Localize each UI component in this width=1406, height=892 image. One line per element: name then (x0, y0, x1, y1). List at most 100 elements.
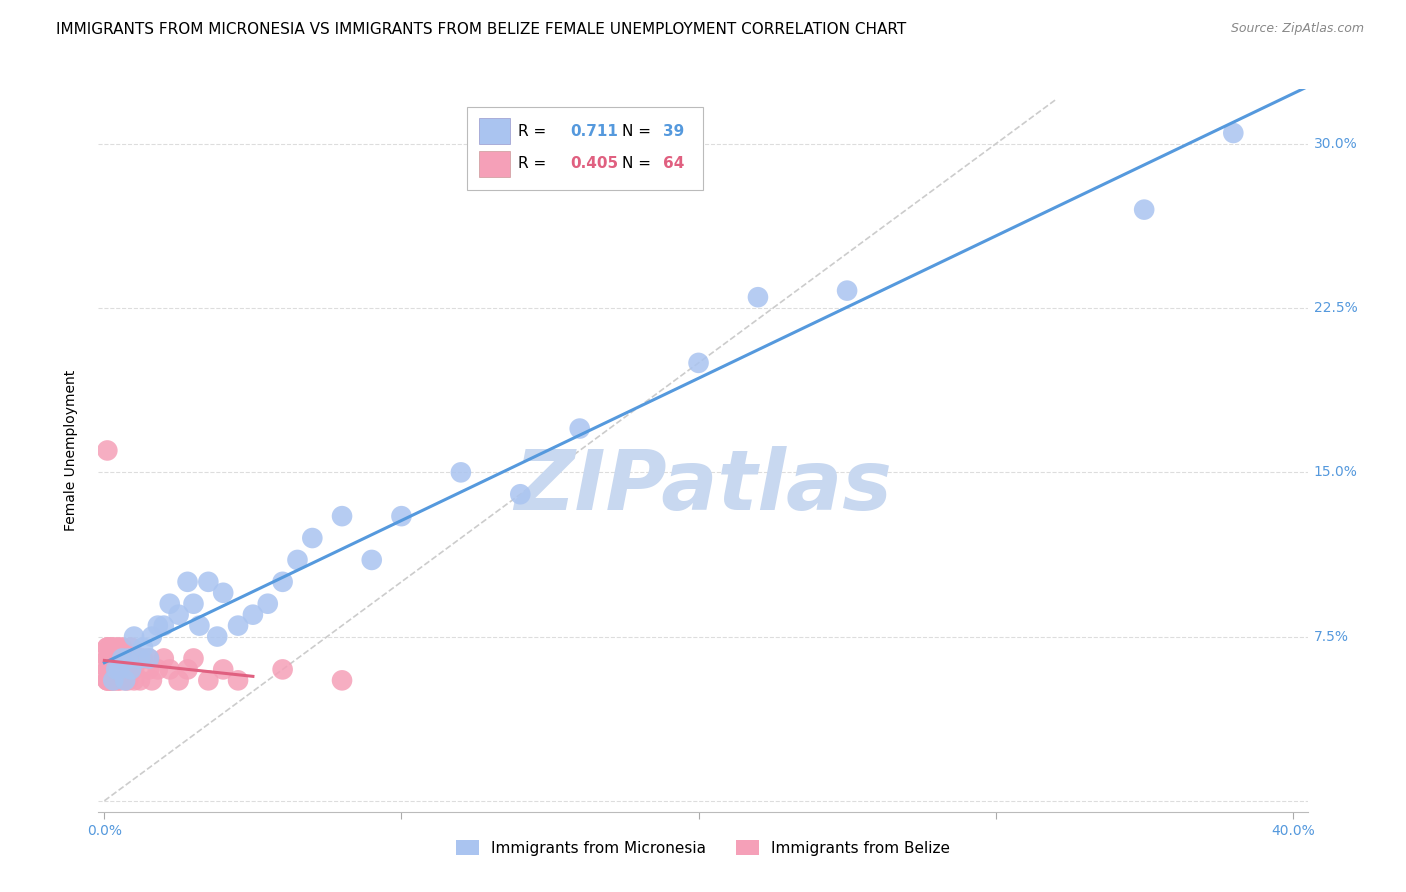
Point (226, 673, 249, 688)
Point (98, 673, 121, 688)
FancyBboxPatch shape (467, 107, 703, 190)
Point (159, 597, 181, 611)
Point (96, 651, 118, 665)
Point (96, 651, 118, 665)
Point (391, 509, 413, 524)
Text: 7.5%: 7.5% (1313, 630, 1348, 643)
Point (167, 607, 190, 622)
Point (108, 640, 131, 655)
Point (141, 630, 163, 644)
Point (98, 662, 121, 676)
Point (122, 662, 145, 676)
Text: 0.711: 0.711 (569, 124, 617, 138)
Legend: Immigrants from Micronesia, Immigrants from Belize: Immigrants from Micronesia, Immigrants f… (450, 834, 956, 862)
Point (301, 531, 323, 545)
Text: Source: ZipAtlas.com: Source: ZipAtlas.com (1230, 22, 1364, 36)
Point (125, 651, 148, 665)
Point (103, 662, 125, 676)
Point (114, 662, 136, 676)
Point (138, 651, 160, 665)
FancyBboxPatch shape (479, 118, 509, 145)
Point (176, 574, 198, 589)
Point (146, 662, 169, 676)
Point (114, 651, 136, 665)
Text: N =: N = (621, 156, 655, 171)
Point (111, 651, 134, 665)
Point (114, 673, 136, 688)
Point (450, 466, 472, 480)
Point (103, 651, 125, 665)
Point (96, 640, 118, 655)
Point (747, 290, 769, 304)
Point (122, 673, 145, 688)
Point (271, 574, 294, 589)
Point (111, 651, 134, 665)
Point (509, 487, 531, 501)
Text: R =: R = (517, 156, 551, 171)
Point (1222, 126, 1244, 140)
Point (98, 640, 121, 655)
Point (183, 597, 205, 611)
Text: 0.405: 0.405 (569, 156, 619, 171)
Point (96, 662, 118, 676)
Point (197, 673, 219, 688)
Point (146, 618, 169, 632)
Point (105, 662, 128, 676)
Point (242, 607, 264, 622)
Point (152, 651, 174, 665)
Point (108, 662, 131, 676)
Point (1133, 202, 1156, 217)
Point (207, 630, 229, 644)
Point (108, 662, 131, 676)
Point (108, 662, 131, 676)
Point (138, 651, 160, 665)
Text: 30.0%: 30.0% (1313, 137, 1357, 151)
Point (103, 673, 125, 688)
Point (108, 673, 131, 688)
Point (152, 618, 174, 632)
Point (98, 673, 121, 688)
Point (96, 640, 118, 655)
Point (103, 673, 125, 688)
Point (122, 630, 145, 644)
Point (360, 553, 382, 567)
Point (108, 673, 131, 688)
Point (183, 651, 205, 665)
Point (197, 574, 219, 589)
Point (212, 586, 235, 600)
Point (688, 356, 710, 370)
FancyBboxPatch shape (479, 151, 509, 177)
Point (141, 673, 163, 688)
Point (330, 673, 353, 688)
Point (108, 651, 131, 665)
Point (120, 662, 142, 676)
Point (98, 662, 121, 676)
Point (96, 662, 118, 676)
Point (103, 640, 125, 655)
Point (271, 662, 294, 676)
Point (96, 673, 118, 688)
Y-axis label: Female Unemployment: Female Unemployment (63, 370, 77, 531)
Text: 22.5%: 22.5% (1313, 301, 1357, 315)
Point (212, 662, 235, 676)
Point (256, 597, 278, 611)
Point (176, 662, 198, 676)
Point (114, 673, 136, 688)
Point (129, 673, 152, 688)
Point (138, 662, 160, 676)
Point (98, 651, 121, 665)
Point (129, 651, 152, 665)
Point (188, 618, 211, 632)
Text: R =: R = (517, 124, 551, 138)
Text: IMMIGRANTS FROM MICRONESIA VS IMMIGRANTS FROM BELIZE FEMALE UNEMPLOYMENT CORRELA: IMMIGRANTS FROM MICRONESIA VS IMMIGRANTS… (56, 22, 907, 37)
Text: N =: N = (621, 124, 655, 138)
Point (103, 662, 125, 676)
Point (117, 673, 139, 688)
Text: 39: 39 (664, 124, 685, 138)
Text: 64: 64 (664, 156, 685, 171)
Point (159, 662, 181, 676)
Point (98, 640, 121, 655)
Point (105, 662, 128, 676)
Text: ZIPatlas: ZIPatlas (515, 446, 891, 527)
Point (120, 651, 142, 665)
